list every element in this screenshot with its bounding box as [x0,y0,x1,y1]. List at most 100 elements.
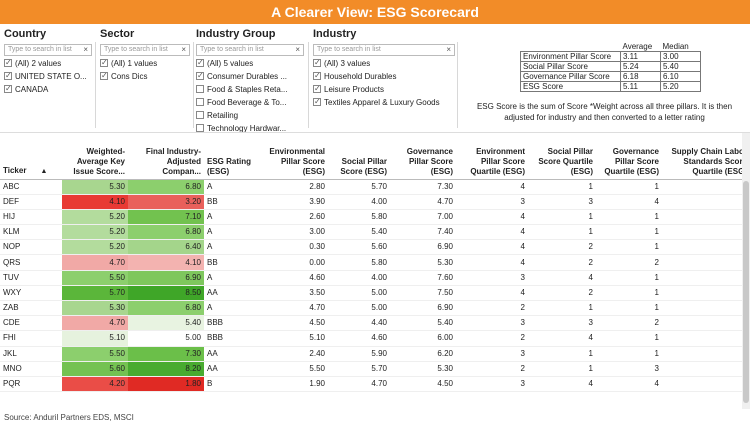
column-header[interactable]: Governance Pillar Score (ESG) [390,133,456,180]
filter-sector-search[interactable]: Type to search in list × [100,44,190,56]
cell-rating: A [204,224,256,241]
cell-wak: 5.20 [62,209,128,226]
filter-option[interactable]: UNITED STATE O... [4,71,92,82]
cell-socq: 2 [528,285,596,302]
cell-rating: B [204,376,256,393]
filter-country-search[interactable]: Type to search in list × [4,44,92,56]
stats-median: 5.40 [660,61,701,72]
filter-option[interactable]: Food Beverage & To... [196,97,304,108]
cell-fia: 7.10 [128,209,204,226]
cell-envq: 2 [456,361,528,377]
cell-envq: 4 [456,224,528,241]
filter-option[interactable]: CANADA [4,84,92,95]
table-scrollbar[interactable] [742,133,750,409]
checkbox-checked-icon[interactable] [313,58,321,68]
filter-option[interactable]: Cons Dics [100,71,190,82]
filter-option-label: Technology Hardwar... [207,124,287,133]
scrollbar-thumb[interactable] [743,181,749,403]
filter-option[interactable]: Technology Hardwar... [196,123,304,134]
column-header[interactable]: Ticker ▲ [0,133,62,180]
cell-govq: 1 [596,300,662,317]
cell-scq: 1 [662,209,750,226]
cell-gov: 5.40 [390,315,456,332]
cell-wak: 5.20 [62,224,128,241]
checkbox-checked-icon[interactable] [100,58,108,68]
column-header[interactable]: Environment Pillar Score Quartile (ESG) [456,133,528,180]
checkbox-checked-icon[interactable] [4,58,12,68]
clear-icon[interactable]: × [446,45,451,54]
filter-option[interactable]: (All) 1 values [100,58,190,69]
checkbox-empty-icon[interactable] [196,85,204,93]
column-header[interactable]: Final Industry-Adjusted Compan... [128,133,204,180]
filter-option[interactable]: Retailing [196,110,304,121]
cell-ticker: KLM [0,224,62,241]
filter-option[interactable]: Leisure Products [313,84,455,95]
filter-option[interactable]: Household Durables [313,71,455,82]
checkbox-checked-icon[interactable] [313,71,321,81]
clear-icon[interactable]: × [83,45,88,54]
stats-median: 3.00 [660,51,701,62]
column-header[interactable]: Environmental Pillar Score (ESG) [256,133,328,180]
cell-socq: 1 [528,209,596,226]
sort-ascending-icon[interactable]: ▲ [40,167,48,175]
cell-soc: 5.90 [328,346,390,362]
filter-option-label: (All) 1 values [111,59,158,68]
clear-icon[interactable]: × [295,45,300,54]
filter-option[interactable]: (All) 5 values [196,58,304,69]
filter-industry-group-search[interactable]: Type to search in list × [196,44,304,56]
filter-option[interactable]: (All) 3 values [313,58,455,69]
column-header-label: Governance Pillar Score (ESG) [406,146,453,176]
checkbox-empty-icon[interactable] [196,98,204,106]
checkbox-checked-icon[interactable] [100,71,108,81]
cell-wak: 5.70 [62,285,128,302]
cell-scq: 1 [662,361,750,377]
cell-gov: 6.90 [390,300,456,317]
filter-option[interactable]: Textiles Apparel & Luxury Goods [313,97,455,108]
filter-option[interactable]: (All) 2 values [4,58,92,69]
cell-env: 1.90 [256,376,328,393]
checkbox-checked-icon[interactable] [4,71,12,81]
column-header[interactable]: Supply Chain Labor Standards Score Quart… [662,133,750,180]
cell-scq: 1 [662,315,750,332]
stats-average: 3.11 [620,51,661,62]
cell-soc: 5.40 [328,224,390,241]
filter-industry-search[interactable]: Type to search in list × [313,44,455,56]
checkbox-checked-icon[interactable] [313,84,321,94]
cell-soc: 4.40 [328,315,390,332]
checkbox-checked-icon[interactable] [313,97,321,107]
column-header[interactable]: Social Pillar Score (ESG) [328,133,390,180]
cell-govq: 1 [596,330,662,347]
column-header[interactable]: ESG Rating (ESG) [204,133,256,180]
checkbox-checked-icon[interactable] [4,84,12,94]
cell-env: 3.90 [256,194,328,210]
column-header-label: Social Pillar Score (ESG) [340,156,387,176]
column-header[interactable]: Governance Pillar Score Quartile (ESG) [596,133,662,180]
checkbox-empty-icon[interactable] [196,124,204,132]
clear-icon[interactable]: × [181,45,186,54]
filter-option[interactable]: Consumer Durables ... [196,71,304,82]
cell-wak: 5.50 [62,270,128,286]
checkbox-checked-icon[interactable] [196,71,204,81]
checkbox-checked-icon[interactable] [196,58,204,68]
stats-header-median: Median [662,42,689,51]
column-header[interactable]: Weighted-Average Key Issue Score... [62,133,128,180]
checkbox-empty-icon[interactable] [196,111,204,119]
column-header[interactable]: Social Pillar Score Quartile (ESG) [528,133,596,180]
cell-gov: 7.60 [390,270,456,286]
filter-option[interactable]: Food & Staples Reta... [196,84,304,95]
cell-fia: 6.40 [128,239,204,256]
